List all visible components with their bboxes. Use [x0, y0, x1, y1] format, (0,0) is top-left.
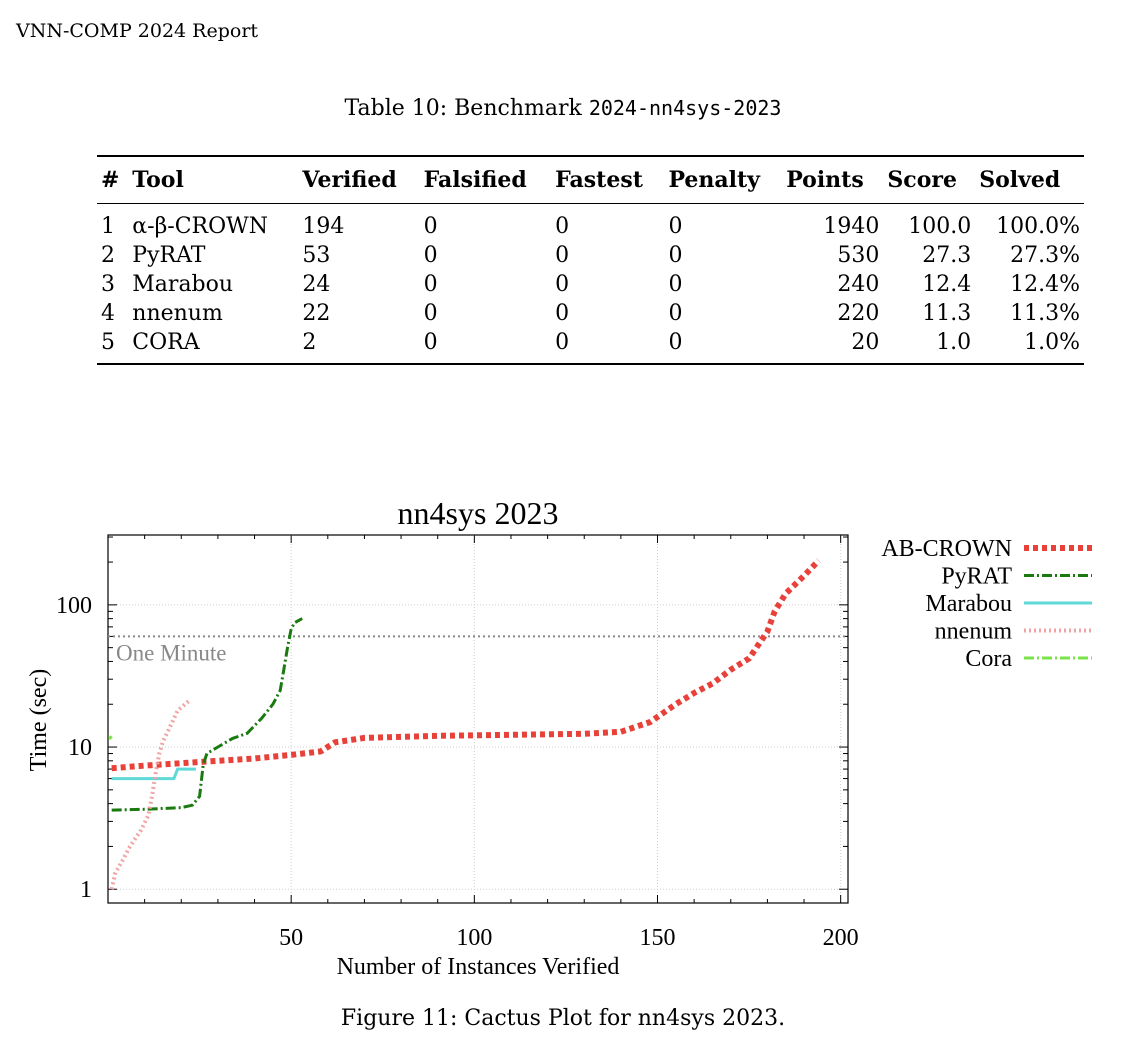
cell-points: 240	[837, 272, 880, 297]
col-rank: #	[97, 155, 129, 204]
y-tick-label: 1	[80, 877, 92, 903]
y-tick-label: 10	[68, 735, 92, 761]
series-line-cora	[108, 735, 113, 741]
col-solved: Solved	[975, 155, 1084, 204]
cell-penalty: 0	[668, 301, 683, 326]
cell-tool: α-β-CROWN	[132, 214, 269, 239]
cell-score: 1.0	[883, 328, 976, 365]
cell-points: 1940	[823, 214, 880, 239]
col-falsified: Falsified	[419, 155, 552, 204]
table-caption-prefix: Table 10: Benchmark	[344, 96, 589, 121]
cell-solved: 1.0%	[975, 328, 1084, 365]
cell-points: 220	[837, 301, 880, 326]
col-verified: Verified	[298, 155, 420, 204]
one-minute-label: One Minute	[116, 640, 227, 665]
x-tick-label: 50	[279, 925, 303, 951]
col-penalty: Penalty	[664, 155, 783, 204]
series-line-marabou	[111, 767, 196, 781]
cell-fastest: 0	[551, 328, 665, 365]
cell-penalty: 0	[668, 243, 683, 268]
cell-points: 20	[782, 328, 884, 365]
cell-penalty: 0	[668, 272, 683, 297]
cell-solved: 27.3%	[1010, 243, 1080, 268]
table-caption: Table 10: Benchmark 2024-nn4sys-2023	[0, 96, 1126, 121]
cell-verified: 22	[302, 301, 331, 326]
cell-points: 530	[837, 243, 880, 268]
y-axis-label: Time (sec)	[26, 669, 52, 771]
cell-verified: 194	[302, 214, 345, 239]
cell-tool: Marabou	[132, 272, 234, 297]
cell-verified: 53	[302, 243, 331, 268]
chart-title: nn4sys 2023	[398, 495, 559, 531]
table-row: 1 α-β-CROWN 194 0 0 0 1940 100.0 100.0%	[97, 204, 1084, 242]
cell-verified: 24	[302, 272, 331, 297]
legend-label: Cora	[965, 646, 1012, 672]
cell-falsified: 0	[423, 214, 438, 239]
legend-label: Marabou	[925, 591, 1012, 617]
cell-solved: 12.4%	[1010, 272, 1080, 297]
cell-solved: 11.3%	[1010, 301, 1080, 326]
cell-falsified: 0	[423, 243, 438, 268]
cell-rank: 3	[101, 272, 115, 297]
plot-frame	[107, 534, 849, 904]
cell-fastest: 0	[555, 272, 570, 297]
col-points: Points	[782, 155, 884, 204]
cell-falsified: 0	[423, 301, 438, 326]
cell-rank: 4	[101, 301, 115, 326]
cell-falsified: 0	[423, 272, 438, 297]
cell-rank: 2	[101, 243, 115, 268]
cell-fastest: 0	[555, 243, 570, 268]
col-fastest: Fastest	[551, 155, 665, 204]
cell-penalty: 0	[664, 328, 783, 365]
series-line-ab-crown	[111, 558, 821, 772]
x-tick-label: 100	[456, 925, 492, 951]
y-tick-label: 100	[56, 593, 92, 619]
legend-label: AB-CROWN	[881, 536, 1012, 562]
running-header: VNN-COMP 2024 Report	[16, 20, 259, 42]
series-line-nnenum	[109, 699, 190, 890]
table-row: 5 CORA 2 0 0 0 20 1.0 1.0%	[97, 328, 1084, 365]
cell-fastest: 0	[555, 301, 570, 326]
x-tick-label: 200	[823, 925, 859, 951]
x-tick-label: 150	[640, 925, 676, 951]
series-line-pyrat	[111, 617, 303, 812]
figure-caption: Figure 11: Cactus Plot for nn4sys 2023.	[340, 1006, 786, 1031]
reference-layer: One Minute	[108, 635, 848, 665]
grid-layer	[108, 535, 848, 903]
x-axis-label: Number of Instances Verified	[337, 954, 620, 980]
cell-falsified: 0	[419, 328, 552, 365]
legend-label: PyRAT	[941, 564, 1012, 590]
table-row: 4 nnenum 22 0 0 0 220 11.3 11.3%	[97, 299, 1084, 328]
cell-solved: 100.0%	[996, 214, 1080, 239]
series-layer	[108, 558, 821, 890]
legend-label: nnenum	[935, 619, 1013, 645]
cactus-plot: nn4sys 2023 50 100 150 200 1 10 100 One Minute…	[26, 495, 1092, 980]
cell-score: 11.3	[922, 301, 972, 326]
cell-score: 27.3	[922, 243, 972, 268]
col-score: Score	[883, 155, 976, 204]
table-header-row: # Tool Verified Falsified Fastest Penalt…	[97, 155, 1084, 204]
cell-rank: 5	[97, 328, 129, 365]
cell-tool: nnenum	[132, 301, 223, 326]
benchmark-name: 2024-nn4sys-2023	[588, 96, 782, 120]
table-row: 3 Marabou 24 0 0 0 240 12.4 12.4%	[97, 270, 1084, 299]
cell-rank: 1	[101, 214, 115, 239]
cell-score: 100.0	[908, 214, 972, 239]
results-table: # Tool Verified Falsified Fastest Penalt…	[97, 155, 1084, 365]
table-row: 2 PyRAT 53 0 0 0 530 27.3 27.3%	[97, 241, 1084, 270]
tick-layer: 50 100 150 200 1 10 100	[56, 535, 859, 951]
cell-fastest: 0	[555, 214, 570, 239]
cell-penalty: 0	[668, 214, 683, 239]
col-tool: Tool	[128, 155, 299, 204]
cell-tool: CORA	[128, 328, 299, 365]
cell-tool: PyRAT	[132, 243, 206, 268]
cell-verified: 2	[298, 328, 420, 365]
cell-score: 12.4	[922, 272, 972, 297]
